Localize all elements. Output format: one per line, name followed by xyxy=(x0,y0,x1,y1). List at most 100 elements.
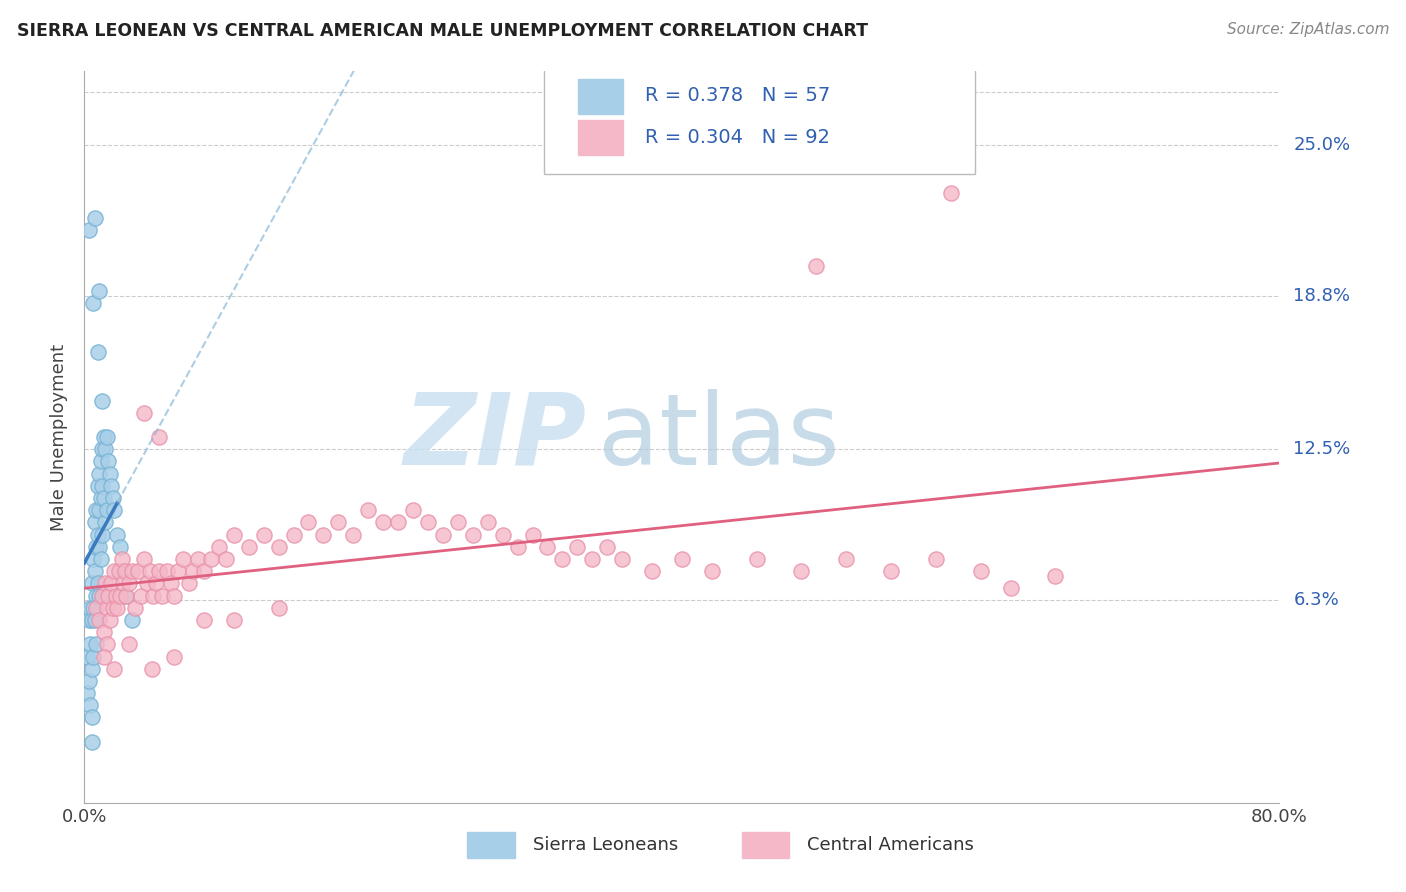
Point xyxy=(163,649,186,664)
Point xyxy=(222,527,245,541)
Point xyxy=(83,564,105,578)
Point xyxy=(104,589,127,603)
Text: 12.5%: 12.5% xyxy=(1294,441,1351,458)
Point xyxy=(222,613,245,627)
Point xyxy=(432,527,454,541)
Point xyxy=(124,600,146,615)
Point xyxy=(880,564,903,578)
Point xyxy=(551,552,574,566)
Point xyxy=(121,613,143,627)
Point xyxy=(112,576,135,591)
Point xyxy=(93,491,115,505)
Point xyxy=(100,479,122,493)
Point xyxy=(110,589,132,603)
Point xyxy=(328,516,350,530)
Point xyxy=(110,540,132,554)
Point xyxy=(80,735,103,749)
Point xyxy=(93,430,115,444)
Point xyxy=(118,576,141,591)
Point xyxy=(82,600,104,615)
Text: 6.3%: 6.3% xyxy=(1294,591,1339,609)
Point xyxy=(267,600,290,615)
Point xyxy=(506,540,529,554)
Point xyxy=(492,527,515,541)
Point xyxy=(970,564,993,578)
Point xyxy=(86,600,108,615)
FancyBboxPatch shape xyxy=(544,61,974,174)
Point xyxy=(806,260,828,274)
Point xyxy=(790,564,813,578)
Point xyxy=(581,552,603,566)
Point xyxy=(357,503,380,517)
Point xyxy=(79,637,101,651)
Bar xyxy=(467,832,515,858)
Text: ZIP: ZIP xyxy=(404,389,586,485)
Text: R = 0.378   N = 57: R = 0.378 N = 57 xyxy=(645,86,830,105)
Point xyxy=(80,613,103,627)
Point xyxy=(477,516,499,530)
Point xyxy=(96,503,118,517)
Point xyxy=(312,527,335,541)
Point xyxy=(101,491,124,505)
Point xyxy=(96,430,118,444)
Point xyxy=(83,613,105,627)
Point xyxy=(82,552,104,566)
Point xyxy=(103,662,125,676)
Point xyxy=(100,576,122,591)
Point xyxy=(925,552,948,566)
Point xyxy=(447,516,470,530)
Text: atlas: atlas xyxy=(599,389,839,485)
Point xyxy=(86,637,108,651)
Point xyxy=(129,589,152,603)
Point xyxy=(91,589,114,603)
Point xyxy=(98,467,121,481)
Point xyxy=(187,552,209,566)
Text: 25.0%: 25.0% xyxy=(1294,136,1351,153)
Bar xyxy=(578,78,623,114)
Point xyxy=(200,552,222,566)
Point xyxy=(148,430,170,444)
Point xyxy=(671,552,693,566)
Point xyxy=(94,516,117,530)
Point xyxy=(89,467,111,481)
Point xyxy=(86,589,108,603)
Point xyxy=(145,576,167,591)
Point xyxy=(79,698,101,713)
Point xyxy=(155,564,177,578)
Point xyxy=(177,576,200,591)
Point xyxy=(90,491,112,505)
Text: SIERRA LEONEAN VS CENTRAL AMERICAN MALE UNEMPLOYMENT CORRELATION CHART: SIERRA LEONEAN VS CENTRAL AMERICAN MALE … xyxy=(17,22,868,40)
Point xyxy=(142,589,165,603)
Bar xyxy=(578,120,623,155)
Point xyxy=(1045,569,1067,583)
Point xyxy=(96,600,118,615)
Point xyxy=(253,527,276,541)
Point xyxy=(114,564,136,578)
Point xyxy=(86,503,108,517)
Point xyxy=(596,540,619,554)
Point xyxy=(132,406,156,420)
Point xyxy=(77,223,100,237)
Point xyxy=(297,516,319,530)
Point xyxy=(641,564,664,578)
Point xyxy=(93,649,115,664)
Point xyxy=(193,613,215,627)
Point xyxy=(80,710,103,724)
Point xyxy=(141,662,163,676)
Point xyxy=(87,576,110,591)
Point xyxy=(83,516,105,530)
Point xyxy=(79,600,101,615)
Point xyxy=(90,552,112,566)
Point xyxy=(132,552,156,566)
Point xyxy=(536,540,558,554)
Point xyxy=(939,186,962,201)
Point xyxy=(83,211,105,225)
Text: R = 0.304   N = 92: R = 0.304 N = 92 xyxy=(645,128,830,146)
Bar xyxy=(742,832,790,858)
Point xyxy=(76,649,98,664)
Point xyxy=(172,552,194,566)
Point xyxy=(101,600,124,615)
Point xyxy=(98,613,121,627)
Point xyxy=(80,576,103,591)
Point xyxy=(167,564,190,578)
